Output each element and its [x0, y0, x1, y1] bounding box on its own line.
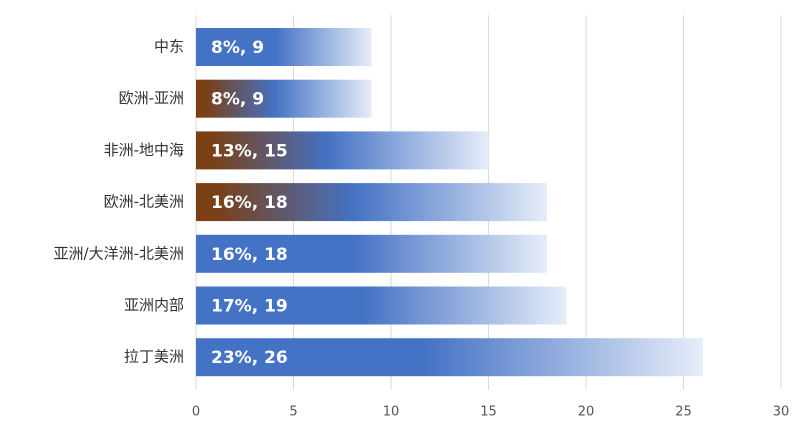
bar	[196, 131, 489, 170]
bar	[196, 338, 703, 377]
bar	[196, 28, 372, 66]
category-label: 非洲-地中海	[104, 141, 184, 159]
bar-data-label: 16%, 18	[211, 193, 288, 213]
bar-data-label: 16%, 18	[211, 245, 288, 265]
bar	[196, 234, 547, 273]
x-tick-label: 20	[578, 405, 595, 420]
x-tick-label: 10	[383, 405, 400, 420]
x-tick-label: 25	[675, 405, 692, 420]
bar	[196, 183, 547, 222]
bar-data-label: 23%, 26	[211, 348, 288, 368]
category-label: 亚洲/大洋洲-北美洲	[54, 244, 184, 262]
x-tick-label: 30	[773, 405, 790, 420]
bar-data-label: 8%, 9	[211, 90, 264, 110]
bar-data-label: 8%, 9	[211, 38, 264, 58]
bars: 8%, 9 8%, 9 13%, 15 16%, 18 16%, 18 17%, 19 23…	[196, 28, 703, 377]
category-label: 欧洲-亚洲	[119, 89, 184, 107]
bar-data-label: 13%, 15	[211, 141, 288, 161]
x-tick-label: 5	[289, 405, 297, 420]
x-tick-label: 0	[192, 405, 200, 420]
category-label: 拉丁美洲	[124, 348, 184, 366]
bar	[196, 286, 567, 325]
bar-data-label: 17%, 19	[211, 297, 288, 317]
x-axis-tick-labels: 0 5 10 15 20 25 30	[192, 405, 789, 420]
category-label: 中东	[154, 38, 184, 56]
category-label: 欧洲-北美洲	[104, 193, 184, 211]
category-label: 亚洲内部	[124, 296, 184, 314]
bar	[196, 79, 372, 118]
x-tick-label: 15	[480, 405, 497, 420]
